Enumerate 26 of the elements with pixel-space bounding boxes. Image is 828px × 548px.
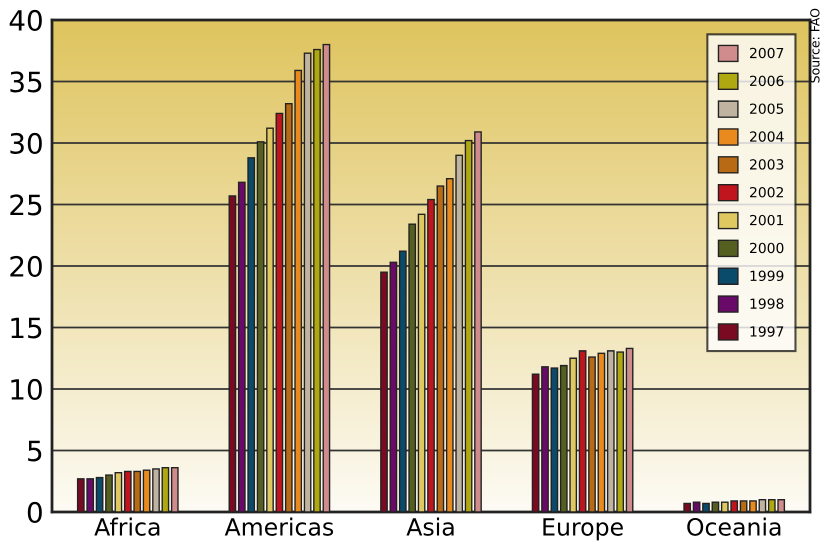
- legend-label: 1997: [750, 326, 784, 337]
- y-tick-label: 40: [10, 10, 42, 31]
- y-tick-label: 25: [10, 194, 42, 216]
- legend-label: 2006: [750, 76, 784, 86]
- y-tick-label: 10: [11, 378, 42, 400]
- x-tick-label: Oceania: [687, 518, 780, 536]
- x-tick-label: Americas: [224, 518, 334, 536]
- x-tick-label: Africa: [94, 518, 160, 536]
- legend-label: 2002: [750, 187, 783, 198]
- source-note: Source: FAO: [810, 8, 820, 83]
- y-tick-label: 30: [10, 132, 42, 154]
- y-tick-label: 35: [10, 71, 42, 92]
- legend-label: 1999: [750, 270, 784, 282]
- y-tick-label: 5: [28, 440, 42, 462]
- legend-label: 1998: [750, 298, 784, 309]
- y-tick-label: 0: [28, 502, 42, 523]
- x-tick-label: Asia: [406, 518, 454, 536]
- legend-label: 2005: [750, 103, 784, 114]
- x-tick-label: Europe: [543, 518, 623, 540]
- y-tick-label: 20: [10, 256, 42, 277]
- legend-label: 2003: [750, 159, 784, 170]
- legend-label: 2004: [750, 131, 784, 142]
- y-tick-label: 15: [11, 318, 42, 338]
- legend-label: 2007: [750, 48, 784, 58]
- legend-label: 2000: [750, 242, 784, 254]
- legend-label: 2001: [750, 214, 784, 226]
